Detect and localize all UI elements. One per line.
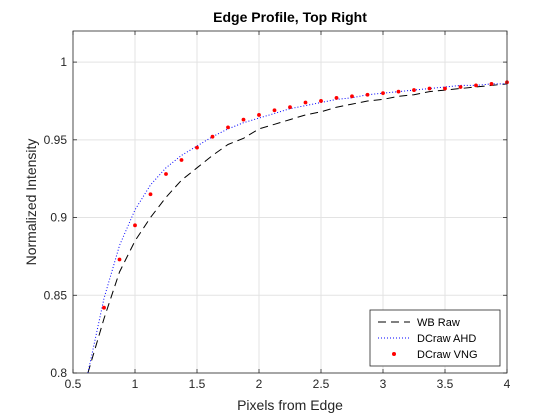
data-point <box>458 85 463 89</box>
data-point <box>303 100 308 105</box>
data-point <box>195 145 199 150</box>
y-tick-label: 0.9 <box>50 211 67 225</box>
x-tick-label: 2.5 <box>313 377 330 391</box>
data-point <box>241 117 246 122</box>
y-tick-label: 0.85 <box>44 288 68 302</box>
data-point <box>319 99 323 103</box>
ticks: 0.5 1 1.5 2 2.5 3 3.5 4 0.8 0.85 0.9 0.95 1 <box>44 31 511 391</box>
data-point <box>350 94 354 99</box>
data-point <box>365 92 370 97</box>
data-point <box>381 91 385 96</box>
data-point <box>179 158 184 162</box>
x-tick-label: 3 <box>380 377 387 391</box>
x-tick-label: 4 <box>504 377 511 391</box>
data-point <box>334 95 339 100</box>
data-point <box>210 134 215 139</box>
legend: WB Raw DCraw AHD DCraw VNG <box>369 309 501 367</box>
legend-label: DCraw VNG <box>417 349 478 361</box>
legend-label: WB Raw <box>417 317 460 329</box>
data-point <box>164 172 168 176</box>
x-tick-label: 2 <box>256 377 263 391</box>
x-tick-label: 0.5 <box>65 377 82 391</box>
legend-marker <box>392 352 396 356</box>
plot-frame <box>72 30 508 374</box>
y-tick-label: 1 <box>60 55 67 69</box>
legend-box <box>369 309 501 367</box>
data-point <box>226 125 230 130</box>
data-point <box>489 81 494 86</box>
series-line-dcraw-ahd <box>87 83 507 374</box>
y-tick-label: 0.8 <box>50 366 67 380</box>
data-point <box>443 86 447 91</box>
data-point <box>412 88 416 92</box>
series-dcraw-vng <box>102 80 509 310</box>
y-axis-label: Normalized Intensity <box>23 139 39 266</box>
data-point <box>117 257 122 262</box>
x-tick-label: 1 <box>132 377 139 391</box>
data-point <box>102 305 106 310</box>
legend-label: DCraw AHD <box>417 333 476 345</box>
series-layer <box>87 80 509 374</box>
data-point <box>272 108 277 113</box>
y-tick-label: 0.95 <box>44 133 68 147</box>
x-tick-label: 3.5 <box>437 377 454 391</box>
data-point <box>257 113 261 117</box>
x-tick-label: 1.5 <box>189 377 206 391</box>
data-point <box>288 105 292 110</box>
data-point <box>148 192 153 197</box>
data-point <box>133 223 137 228</box>
data-point <box>396 89 401 94</box>
data-point <box>427 86 432 91</box>
chart-title: Edge Profile, Top Right <box>213 9 367 25</box>
x-axis-label: Pixels from Edge <box>237 397 343 413</box>
series-line-wb-raw <box>87 83 508 374</box>
data-point <box>474 83 478 88</box>
